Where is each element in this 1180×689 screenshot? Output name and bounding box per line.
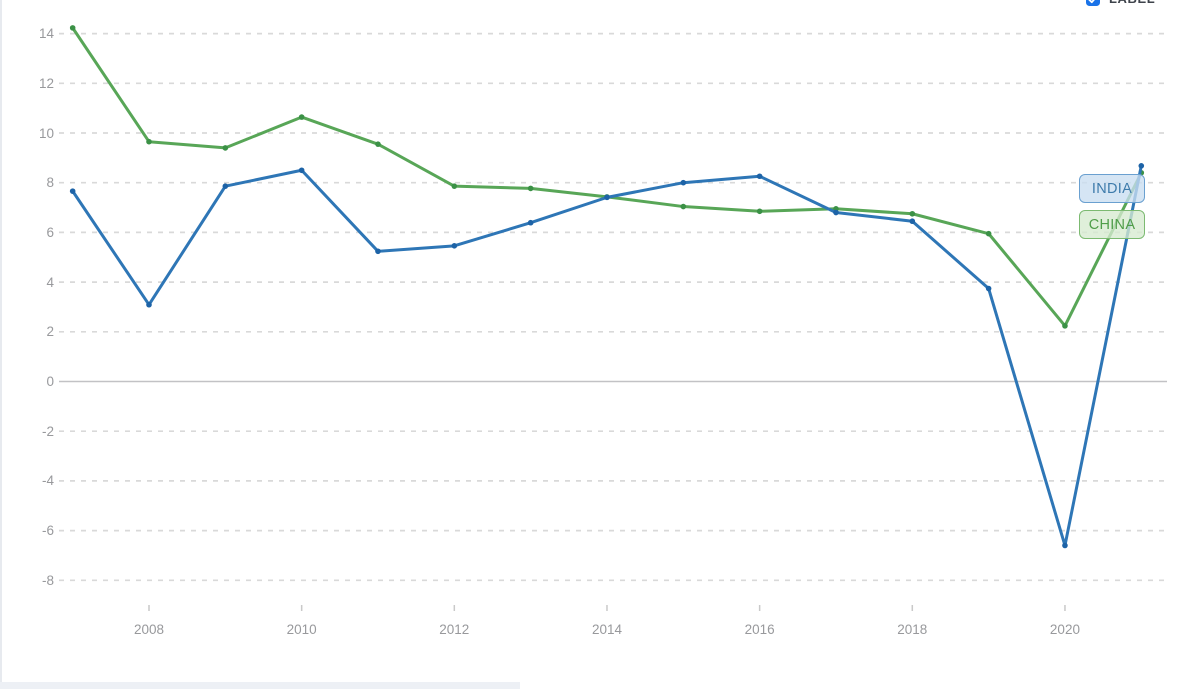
india-point-2020[interactable] bbox=[1062, 542, 1068, 549]
x-axis-label-2020: 2020 bbox=[1049, 622, 1080, 637]
y-axis-label-10: 10 bbox=[38, 125, 54, 141]
india-point-2019[interactable] bbox=[985, 285, 992, 292]
y-axis-label--8: -8 bbox=[41, 572, 54, 588]
x-axis-label-2010: 2010 bbox=[286, 622, 317, 637]
china-point-2012[interactable] bbox=[451, 183, 458, 189]
india-label-text: INDIA bbox=[1091, 180, 1133, 197]
china-point-2020[interactable] bbox=[1062, 323, 1068, 329]
india-point-2013[interactable] bbox=[527, 219, 534, 226]
y-axis-label-0: 0 bbox=[46, 374, 54, 389]
china-point-2008[interactable] bbox=[146, 138, 152, 145]
china-point-2007[interactable] bbox=[69, 25, 76, 31]
china-point-2019[interactable] bbox=[985, 230, 992, 237]
india-point-2008[interactable] bbox=[146, 301, 152, 308]
china-label-text: CHINA bbox=[1088, 216, 1136, 233]
x-axis-label-2018: 2018 bbox=[897, 622, 928, 637]
china-point-2009[interactable] bbox=[222, 145, 229, 151]
india-line[interactable] bbox=[71, 164, 1143, 548]
bottom-band bbox=[0, 682, 520, 689]
india-point-2009[interactable] bbox=[222, 183, 229, 189]
checkmark-icon bbox=[1088, 0, 1095, 4]
china-point-2010[interactable] bbox=[298, 114, 305, 120]
india-point-2012[interactable] bbox=[451, 243, 458, 249]
label-checkbox-icon[interactable] bbox=[1086, 0, 1100, 6]
china-point-2016[interactable] bbox=[756, 208, 763, 215]
y-axis-label--2: -2 bbox=[41, 423, 54, 439]
india-point-2018[interactable] bbox=[909, 218, 916, 225]
y-axis-label-14: 14 bbox=[38, 26, 54, 42]
india-point-2014[interactable] bbox=[604, 194, 610, 201]
y-axis-label-12: 12 bbox=[38, 75, 54, 91]
y-axis-label-4: 4 bbox=[46, 274, 54, 290]
x-axis-label-2008: 2008 bbox=[133, 622, 165, 637]
india-point-2010[interactable] bbox=[298, 167, 305, 174]
y-axis-label-6: 6 bbox=[46, 224, 54, 240]
left-border-line bbox=[0, 0, 2, 689]
x-axis-label-2012: 2012 bbox=[439, 622, 470, 637]
x-axis-label-2014: 2014 bbox=[591, 622, 622, 637]
india-point-2017[interactable] bbox=[833, 209, 839, 216]
label-toggle-text: LABEL bbox=[1109, 0, 1155, 6]
y-axis-label-2: 2 bbox=[46, 324, 54, 340]
china-point-2018[interactable] bbox=[909, 210, 916, 217]
x-axis-label-2016: 2016 bbox=[744, 622, 775, 637]
china-point-2015[interactable] bbox=[680, 203, 687, 210]
y-axis-label--4: -4 bbox=[41, 473, 54, 489]
india-point-2011[interactable] bbox=[375, 248, 381, 255]
india-point-2016[interactable] bbox=[756, 173, 763, 180]
y-axis-label-8: 8 bbox=[46, 175, 54, 191]
china-point-2011[interactable] bbox=[375, 141, 381, 147]
india-point-2021[interactable] bbox=[1138, 163, 1145, 169]
label-toggle[interactable]: LABEL bbox=[1086, 0, 1155, 6]
india-point-2015[interactable] bbox=[680, 179, 687, 186]
y-axis-label--6: -6 bbox=[41, 523, 54, 539]
series-label-india[interactable]: INDIA bbox=[1079, 174, 1145, 203]
india-point-2007[interactable] bbox=[69, 188, 76, 194]
china-point-2013[interactable] bbox=[527, 185, 534, 192]
series-label-china[interactable]: CHINA bbox=[1079, 210, 1145, 239]
